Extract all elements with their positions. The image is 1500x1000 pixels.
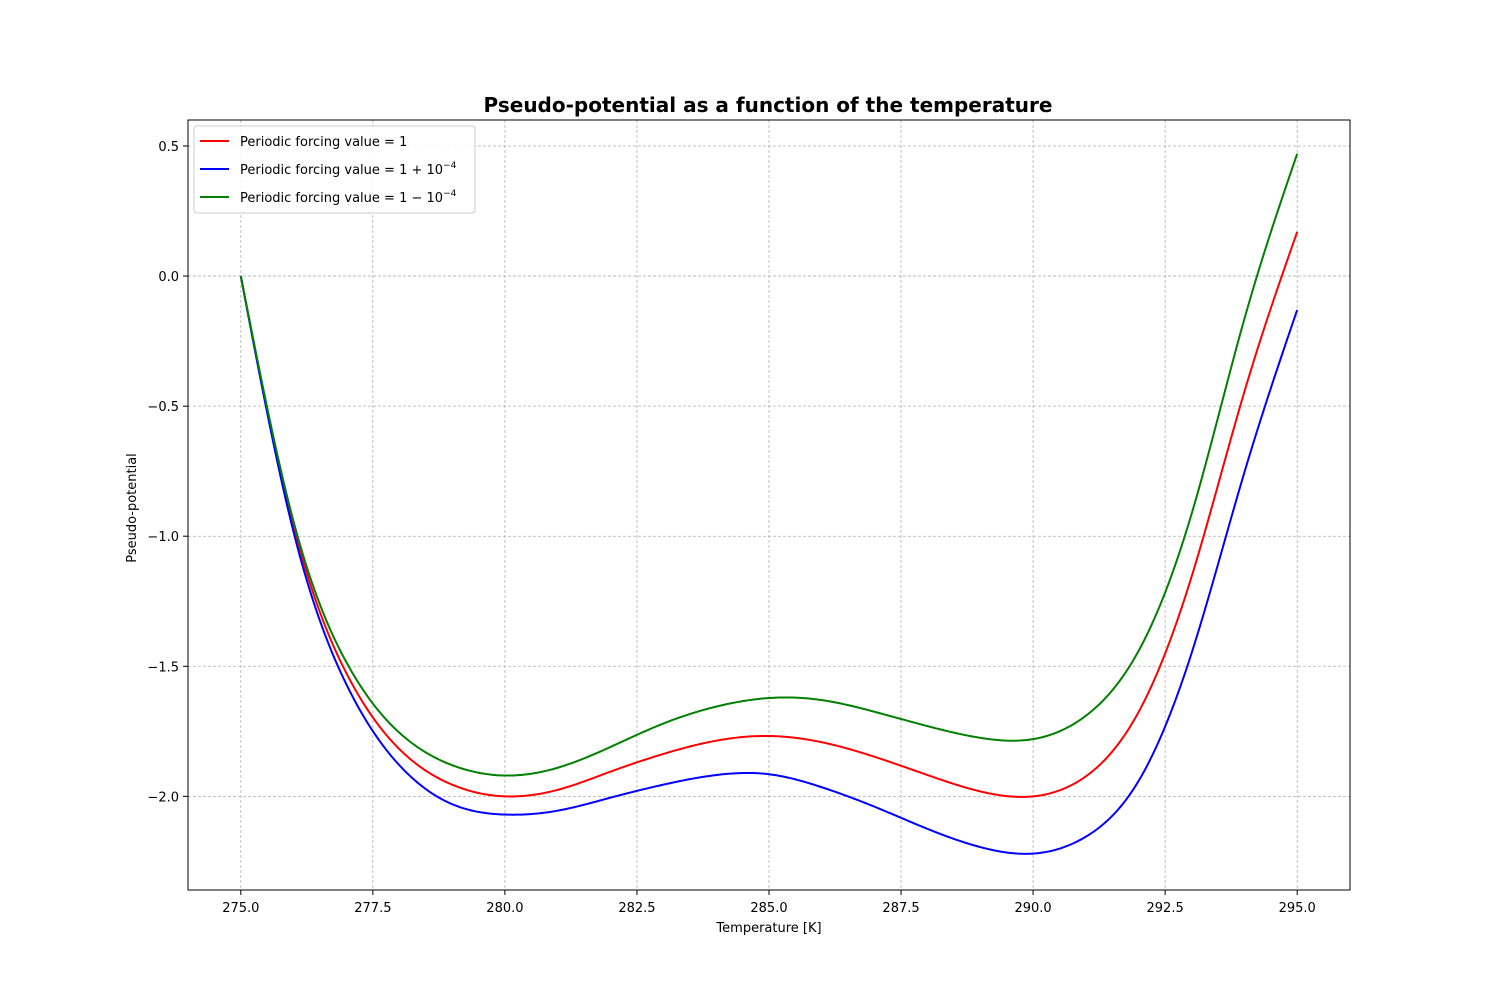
legend-box <box>193 125 476 214</box>
x-axis-label: Temperature [K] <box>715 921 821 936</box>
y-axis-label: Pseudo-potential <box>125 453 140 563</box>
x-tick-label: 295.0 <box>1279 901 1316 916</box>
y-tick-label: 0.0 <box>158 270 179 285</box>
series-line-3 <box>239 153 1299 777</box>
x-tick-label: 292.5 <box>1147 901 1184 916</box>
legend-label: Periodic forcing value = 1 − 10−4 <box>240 189 457 206</box>
series-line-1 <box>239 231 1299 798</box>
y-tick-label: −1.5 <box>147 660 179 675</box>
x-tick-label: 275.0 <box>222 901 259 916</box>
x-tick-label: 280.0 <box>486 901 523 916</box>
legend-label: Periodic forcing value = 1 + 10−4 <box>240 161 457 178</box>
y-tick-label: −1.0 <box>147 530 179 545</box>
y-axis: 0.5 0.0 −0.5 −1.0 −1.5 −2.0 <box>147 140 188 805</box>
x-axis: 275.0 277.5 280.0 282.5 285.0 287.5 290.0 292.5… <box>222 890 1316 916</box>
x-tick-label: 285.0 <box>750 901 787 916</box>
chart-title: Pseudo-potential as a function of the te… <box>484 93 1053 117</box>
series-layer <box>239 153 1299 855</box>
legend: Periodic forcing value = 1 Periodic forci… <box>193 125 476 214</box>
x-tick-label: 282.5 <box>618 901 655 916</box>
y-tick-label: −0.5 <box>147 400 179 415</box>
series-line-2 <box>239 275 1299 855</box>
x-tick-label: 277.5 <box>354 901 391 916</box>
x-tick-label: 290.0 <box>1014 901 1051 916</box>
x-tick-label: 287.5 <box>882 901 919 916</box>
legend-label: Periodic forcing value = 1 <box>240 135 407 150</box>
y-tick-label: −2.0 <box>147 790 179 805</box>
y-tick-label: 0.5 <box>158 140 179 155</box>
